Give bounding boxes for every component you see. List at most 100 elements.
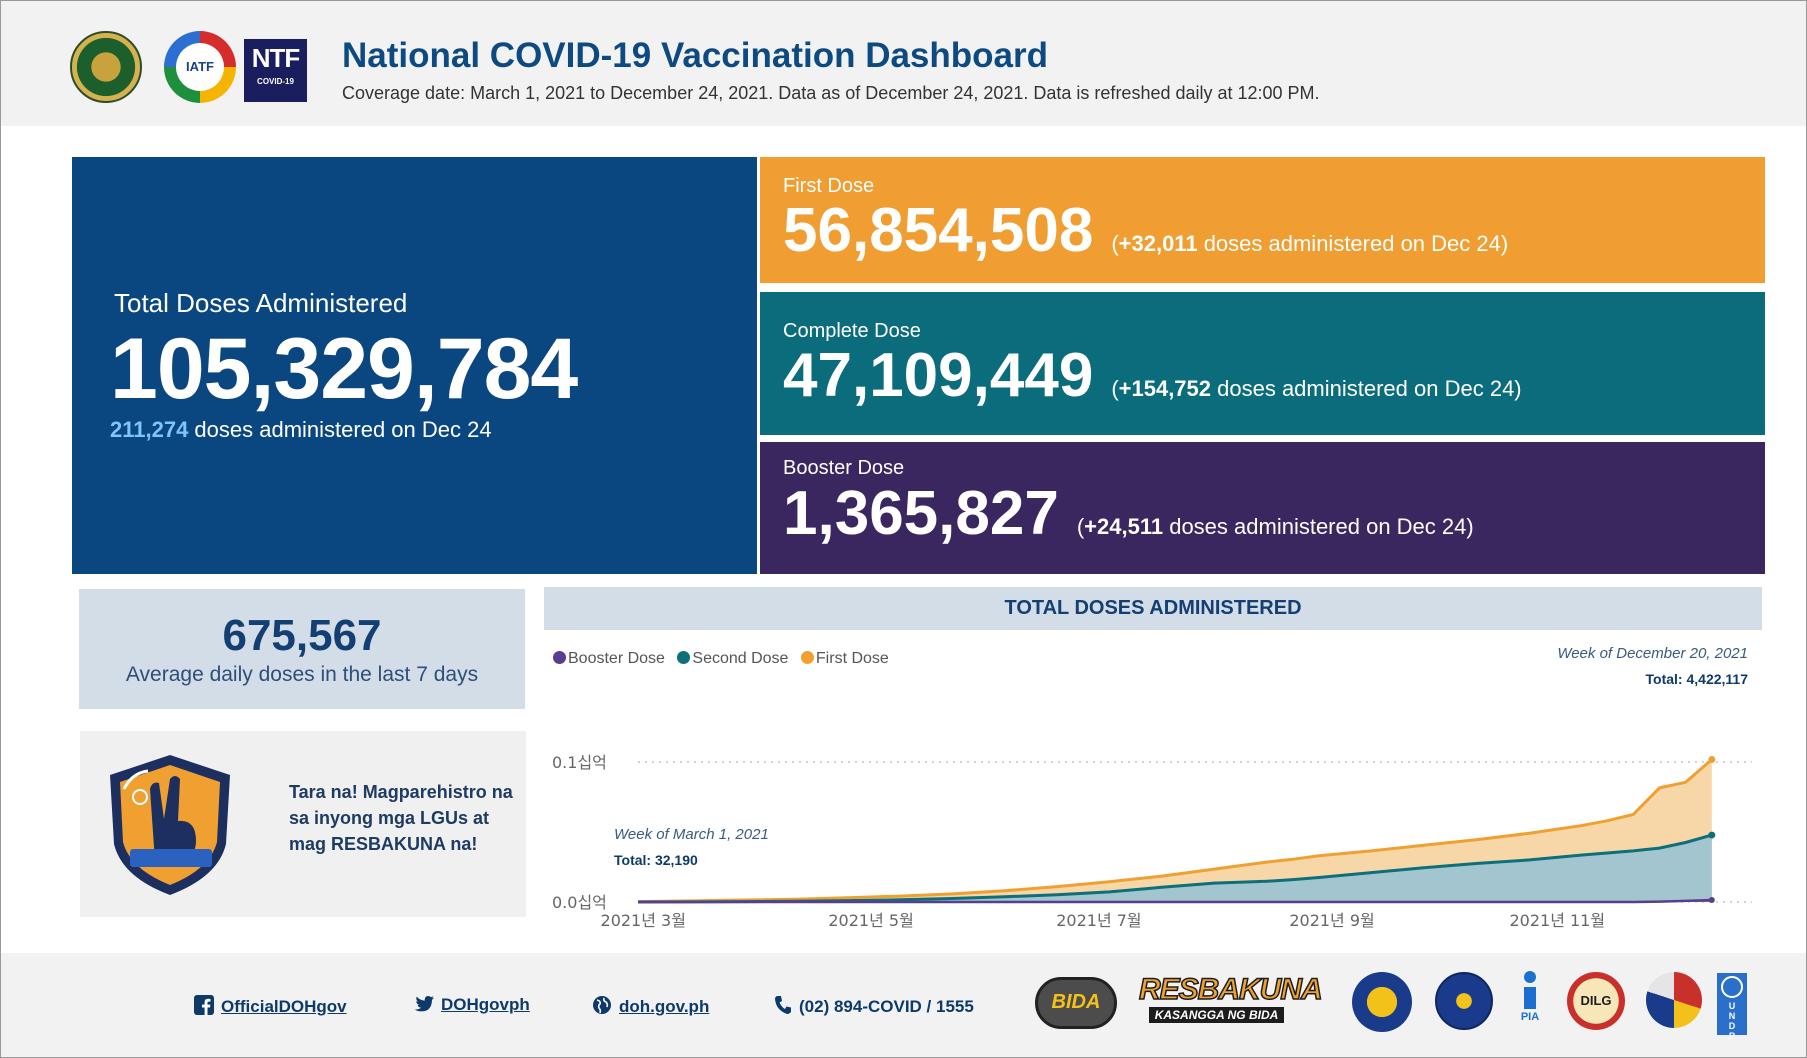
booster-dose-delta-open: (: [1076, 514, 1085, 539]
pia-logo-dot: [1524, 971, 1536, 983]
first-dose-label: First Dose: [783, 175, 875, 197]
coverage-subtitle: Coverage date: March 1, 2021 to December…: [342, 83, 1320, 103]
average-daily-card: 675,567 Average daily doses in the last …: [79, 589, 525, 709]
average-daily-label: Average daily doses in the last 7 days: [125, 663, 479, 686]
ntf-logo-subtext: COVID-19: [257, 77, 294, 86]
x-tick-label: 2021년 3월: [601, 911, 686, 930]
facebook-link[interactable]: OfficialDOHgov: [194, 995, 347, 1017]
iatf-logo: IATF: [164, 31, 236, 103]
complete-dose-delta-suffix: doses administered on Dec 24): [1211, 376, 1522, 401]
x-tick-label: 2021년 7월: [1056, 911, 1141, 930]
booster-dose-card: Booster Dose 1,365,827 (+24,511 doses adm…: [760, 442, 1765, 574]
legend-label-second: Second Dose: [692, 650, 789, 667]
tooltip-start-week: Week of March 1, 2021: [614, 826, 769, 843]
complete-dose-delta-open: (: [1111, 376, 1119, 401]
partner-seal: [1646, 972, 1702, 1028]
bida-logo-text: BIDA: [1051, 991, 1101, 1013]
phone-text: (02) 894-COVID / 1555: [799, 997, 974, 1016]
total-daily-value: 211,274: [110, 417, 189, 442]
facebook-icon: [194, 995, 214, 1015]
booster-dose-delta-suffix: doses administered on Dec 24): [1163, 514, 1474, 539]
complete-dose-label: Complete Dose: [783, 320, 921, 342]
total-doses-value: 105,329,784: [110, 321, 578, 417]
booster-dose-end-point: [1708, 897, 1715, 904]
twitter-icon: [414, 996, 434, 1012]
facebook-link-text: OfficialDOHgov: [221, 997, 347, 1016]
doses-area-chart[interactable]: 0.0십억 0.1십억 2021년 3월 2021년 5월 2021년 7월 2021년 …: [544, 740, 1762, 940]
total-doses-card: Total Doses Administered 105,329,784 211…: [72, 157, 757, 574]
vaccinated-badge-icon: [110, 755, 230, 895]
booster-dose-row: 1,365,827 (+24,511 doses administered on …: [783, 478, 1474, 549]
first-dose-delta-suffix: doses administered on Dec 24): [1197, 231, 1509, 256]
total-daily-line: 211,274 doses administered on Dec 24: [110, 417, 492, 443]
resbakuna-promo[interactable]: Tara na! Magparehistro na sa inyong mga …: [80, 731, 526, 917]
website-link[interactable]: doh.gov.ph: [592, 995, 709, 1017]
first-dose-delta-open: (: [1111, 231, 1119, 256]
tooltip-start-total: Total: 32,190: [614, 852, 698, 868]
complete-dose-card: Complete Dose 47,109,449 (+154,752 doses …: [760, 292, 1765, 435]
second-dose-area: [638, 835, 1712, 902]
undp-logo: U N D P: [1717, 973, 1747, 1041]
first-dose-value: 56,854,508: [783, 196, 1094, 265]
twitter-link-text: DOHgovph: [441, 995, 530, 1014]
promo-text: Tara na! Magparehistro na sa inyong mga …: [289, 782, 513, 854]
undp-logo-text: U N D P: [1728, 1001, 1736, 1041]
website-link-text: doh.gov.ph: [619, 997, 710, 1016]
bida-logo: BIDA: [1035, 977, 1117, 1029]
legend-item-first[interactable]: First Dose: [800, 650, 889, 668]
x-tick-label: 2021년 11월: [1509, 911, 1605, 930]
average-daily-value: 675,567: [222, 611, 382, 660]
ntf-logo: NTF COVID-19: [244, 39, 307, 102]
globe-icon: [593, 996, 611, 1014]
first-dose-row: 56,854,508 (+32,011 doses administered on…: [783, 195, 1508, 266]
resbakuna-logo-text: RESBAKUNA: [1138, 972, 1323, 1007]
booster-dose-label: Booster Dose: [783, 457, 905, 479]
doh-logo: [70, 31, 142, 103]
booster-dose-line: [638, 898, 1712, 904]
complete-dose-delta: (+154,752 doses administered on Dec 24): [1111, 376, 1521, 402]
booster-dose-value: 1,365,827: [783, 479, 1059, 548]
government-seal: [1435, 972, 1493, 1030]
chart-legend: Booster Dose Second Dose First Dose: [553, 650, 897, 668]
first-dose-delta: (+32,011 doses administered on Dec 24): [1111, 231, 1508, 257]
total-doses-label: Total Doses Administered: [114, 288, 408, 318]
booster-dose-delta: (+24,511 doses administered on Dec 24): [1077, 514, 1474, 540]
complete-dose-delta-value: +154,752: [1118, 376, 1212, 401]
phone-contact[interactable]: (02) 894-COVID / 1555: [774, 995, 974, 1017]
legend-item-booster[interactable]: Booster Dose: [553, 650, 665, 668]
second-dose-end-point: [1708, 831, 1716, 839]
legend-dot-booster: [553, 651, 566, 664]
first-dose-end-point: [1708, 755, 1716, 763]
resbakuna-logo-tag: KASANGGA NG BIDA: [1149, 1007, 1284, 1023]
phone-icon: [775, 996, 791, 1014]
legend-label-first: First Dose: [815, 650, 889, 667]
y-tick-label: 0.1십억: [552, 753, 607, 772]
twitter-link[interactable]: DOHgovph: [414, 995, 530, 1015]
pcoo-seal: [1352, 972, 1412, 1032]
tooltip-end-total: Total: 4,422,117: [1645, 671, 1748, 687]
footer: OfficialDOHgov DOHgovph doh.gov.ph (02) …: [1, 953, 1806, 1057]
total-daily-suffix: doses administered on Dec 24: [188, 417, 492, 442]
first-dose-line: [637, 758, 1713, 904]
chart-title: TOTAL DOSES ADMINISTERED: [544, 587, 1762, 630]
x-tick-label: 2021년 5월: [828, 911, 913, 930]
dilg-logo: DILG: [1567, 972, 1625, 1030]
header: IATF NTF COVID-19 National COVID-19 Vacc…: [1, 1, 1806, 126]
resbakuna-logo: RESBAKUNA KASANGGA NG BIDA: [1138, 972, 1323, 1033]
dilg-logo-text: DILG: [1580, 993, 1612, 1008]
legend-item-second[interactable]: Second Dose: [677, 650, 788, 668]
complete-dose-row: 47,109,449 (+154,752 doses administered o…: [783, 340, 1522, 411]
tooltip-end-week: Week of December 20, 2021: [1557, 645, 1748, 662]
ntf-logo-text: NTF: [251, 43, 301, 73]
pia-logo-bar: [1524, 987, 1536, 1009]
complete-dose-value: 47,109,449: [783, 341, 1094, 410]
legend-dot-second: [677, 651, 691, 664]
first-dose-card: First Dose 56,854,508 (+32,011 doses admi…: [760, 157, 1765, 283]
pia-logo: PIA: [1515, 971, 1545, 1035]
legend-label-booster: Booster Dose: [568, 650, 665, 667]
y-tick-label: 0.0십억: [552, 893, 607, 912]
iatf-logo-text: IATF: [176, 43, 224, 91]
pia-logo-text: PIA: [1520, 1011, 1540, 1023]
undp-globe: [1721, 976, 1743, 998]
first-dose-delta-value: +32,011: [1118, 231, 1198, 256]
